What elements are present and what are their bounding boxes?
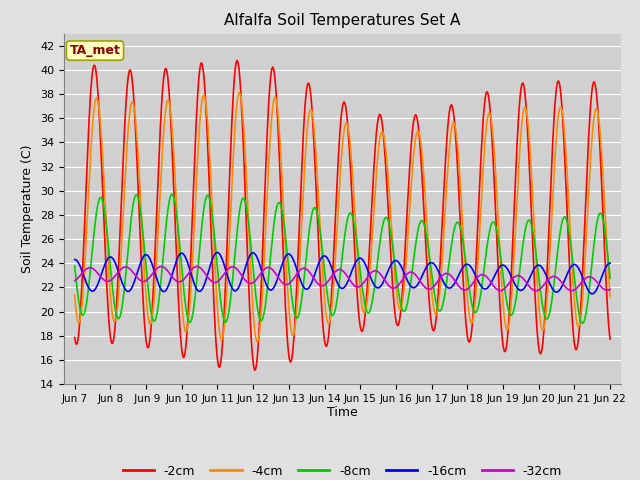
- -2cm: [71, 335, 79, 340]
- -2cm: [409, 125, 417, 131]
- -2cm: [233, 58, 241, 63]
- Line: -4cm: -4cm: [75, 93, 610, 342]
- -2cm: [81, 226, 88, 232]
- -8cm: [191, 299, 198, 304]
- -4cm: [409, 162, 417, 168]
- -16cm: [81, 275, 88, 280]
- -8cm: [424, 240, 431, 246]
- -16cm: [219, 258, 227, 264]
- -8cm: [579, 320, 586, 326]
- Line: -32cm: -32cm: [75, 266, 610, 291]
- -4cm: [71, 292, 79, 298]
- -16cm: [408, 284, 416, 290]
- -8cm: [71, 263, 79, 269]
- -32cm: [424, 286, 431, 292]
- -8cm: [219, 313, 227, 319]
- -4cm: [236, 90, 243, 96]
- Legend: -2cm, -4cm, -8cm, -16cm, -32cm: -2cm, -4cm, -8cm, -16cm, -32cm: [118, 460, 567, 480]
- -32cm: [81, 268, 88, 274]
- -8cm: [168, 192, 176, 197]
- -16cm: [214, 250, 221, 255]
- -32cm: [606, 287, 614, 292]
- -2cm: [424, 287, 432, 293]
- -8cm: [606, 275, 614, 281]
- -32cm: [190, 264, 198, 270]
- -4cm: [218, 336, 226, 342]
- -32cm: [136, 277, 143, 283]
- -2cm: [218, 346, 226, 351]
- -8cm: [408, 270, 416, 276]
- Title: Alfalfa Soil Temperatures Set A: Alfalfa Soil Temperatures Set A: [224, 13, 461, 28]
- -32cm: [532, 288, 540, 294]
- -4cm: [136, 176, 143, 182]
- -16cm: [424, 263, 431, 268]
- -32cm: [71, 278, 79, 284]
- -4cm: [424, 244, 432, 250]
- -4cm: [606, 294, 614, 300]
- -32cm: [219, 273, 227, 278]
- -2cm: [606, 336, 614, 342]
- -16cm: [588, 291, 596, 297]
- Line: -16cm: -16cm: [75, 252, 610, 294]
- Line: -8cm: -8cm: [75, 194, 610, 323]
- Y-axis label: Soil Temperature (C): Soil Temperature (C): [22, 144, 35, 273]
- Line: -2cm: -2cm: [75, 60, 610, 370]
- -4cm: [81, 269, 88, 275]
- -8cm: [81, 310, 88, 316]
- -16cm: [71, 257, 79, 263]
- X-axis label: Time: Time: [327, 407, 358, 420]
- Text: TA_met: TA_met: [70, 44, 120, 57]
- -2cm: [136, 218, 143, 224]
- -16cm: [190, 280, 198, 286]
- -32cm: [193, 264, 201, 269]
- -16cm: [606, 260, 614, 266]
- -8cm: [136, 202, 143, 207]
- -4cm: [253, 339, 261, 345]
- -4cm: [190, 231, 198, 237]
- -32cm: [408, 269, 416, 275]
- -2cm: [190, 174, 198, 180]
- -2cm: [251, 367, 259, 373]
- -16cm: [136, 263, 143, 268]
